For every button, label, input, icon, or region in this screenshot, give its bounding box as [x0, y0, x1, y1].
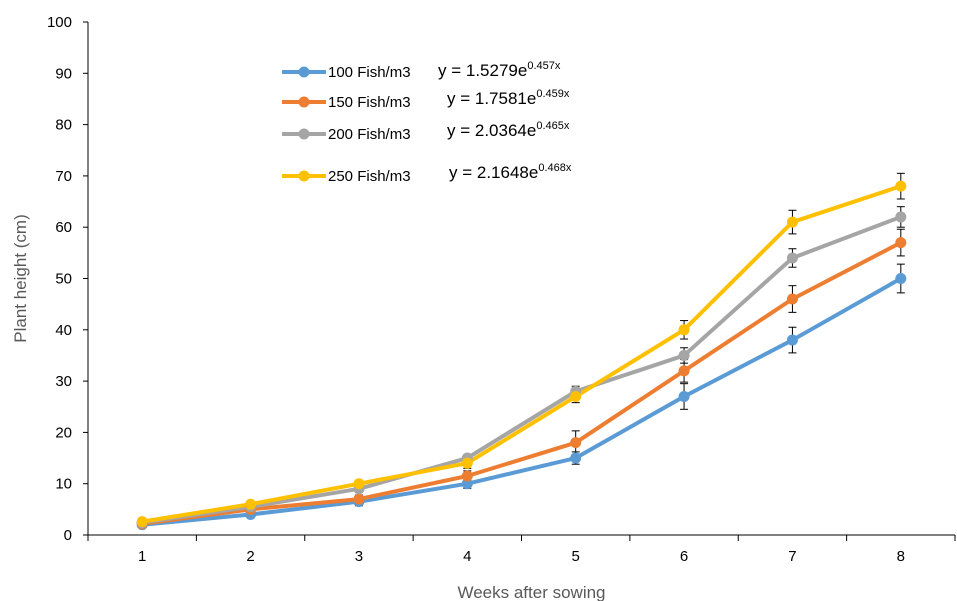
x-tick-label: 3 [355, 548, 363, 565]
chart-legend: 100 Fish/m3 150 Fish/m3 200 Fish/m3 250 Fis… [282, 64, 411, 185]
y-tick-label: 10 [55, 476, 72, 493]
data-point [461, 457, 473, 469]
equation-base: y = 1.7581e [447, 89, 536, 108]
data-point [353, 478, 365, 490]
equation-exponent: 0.468x [538, 162, 572, 174]
trendline-equations: y = 1.5279e0.457x y = 1.7581e0.459x y = 2.… [438, 60, 572, 182]
x-tick-label: 4 [463, 548, 471, 565]
data-point [895, 180, 907, 192]
legend-marker [298, 128, 310, 140]
legend-label: 100 Fish/m3 [328, 64, 411, 81]
trendline-equation: y = 2.0364e0.465x [447, 120, 570, 140]
trendline-equation: y = 2.1648e0.468x [449, 162, 572, 182]
series-lines [141, 184, 902, 527]
data-point [353, 493, 365, 505]
data-point [245, 498, 257, 510]
data-point [786, 334, 798, 346]
series-line [141, 215, 902, 525]
chart-axes: 0 10 20 30 40 50 60 70 80 90 100 1 2 3 4 5 6 7 8 [47, 14, 956, 565]
series-line [141, 276, 902, 527]
y-tick-label: 90 [55, 65, 72, 82]
legend-marker [298, 170, 310, 182]
data-point [678, 324, 690, 336]
trendline-equation: y = 1.7581e0.459x [447, 88, 570, 108]
x-tick-label: 6 [680, 548, 688, 565]
data-point [895, 237, 907, 249]
trendline-equation: y = 1.5279e0.457x [438, 60, 561, 80]
data-point [678, 365, 690, 377]
data-point [678, 349, 690, 361]
data-point [570, 452, 582, 464]
y-tick-label: 100 [47, 14, 72, 31]
legend-marker [298, 96, 310, 108]
equation-base: y = 2.1648e [449, 163, 538, 182]
data-point [678, 390, 690, 402]
data-point [570, 390, 582, 402]
y-tick-label: 40 [55, 322, 72, 339]
data-point [461, 470, 473, 482]
data-point [895, 273, 907, 284]
legend-label: 200 Fish/m3 [328, 126, 411, 143]
x-tick-label: 5 [572, 548, 580, 565]
data-point [786, 293, 798, 305]
x-tick-label: 7 [788, 548, 796, 565]
equation-base: y = 1.5279e [438, 61, 527, 80]
y-tick-label: 20 [55, 424, 72, 441]
equation-base: y = 2.0364e [447, 121, 536, 140]
y-tick-label: 50 [55, 271, 72, 288]
equation-exponent: 0.465x [536, 120, 570, 132]
series-points [136, 180, 907, 531]
legend-marker [298, 66, 310, 78]
data-point [570, 437, 582, 449]
x-axis-title: Weeks after sowing [457, 583, 605, 601]
y-tick-label: 80 [55, 117, 72, 134]
y-tick-label: 60 [55, 219, 72, 236]
data-point [786, 252, 798, 264]
x-tick-label: 8 [897, 548, 905, 565]
y-axis-title: Plant height (cm) [11, 214, 30, 343]
y-tick-label: 30 [55, 373, 72, 390]
series-line [141, 184, 902, 524]
data-point [895, 211, 907, 223]
series-line [141, 240, 902, 526]
equation-exponent: 0.459x [536, 88, 570, 100]
legend-label: 150 Fish/m3 [328, 94, 411, 111]
legend-label: 250 Fish/m3 [328, 168, 411, 185]
data-point [136, 516, 148, 528]
x-tick-label: 2 [246, 548, 254, 565]
x-tick-label: 1 [138, 548, 146, 565]
y-tick-label: 70 [55, 168, 72, 185]
y-tick-label: 0 [64, 527, 72, 544]
data-point [461, 478, 473, 490]
equation-exponent: 0.457x [527, 60, 561, 72]
data-point [786, 216, 798, 228]
